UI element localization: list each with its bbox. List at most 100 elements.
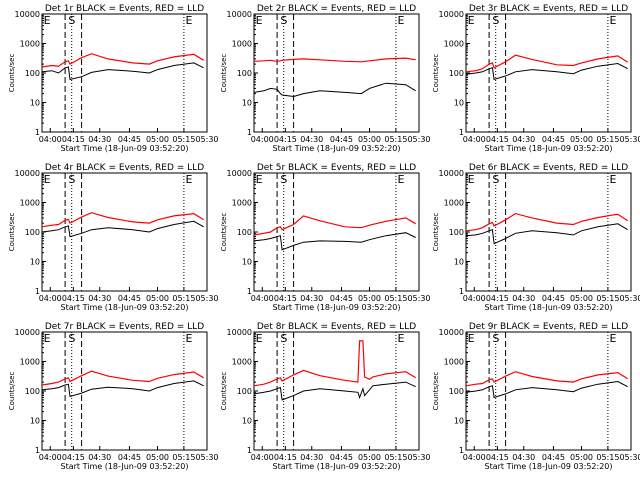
- plot-frame: [253, 331, 420, 451]
- y-tick-label: 1: [459, 128, 464, 137]
- event-marker-label: S: [492, 14, 499, 27]
- chart-panel-9: Det 9r BLACK = Events, RED = LLD 1 10 100 10…: [432, 322, 640, 471]
- x-tick-label: 04:15: [486, 135, 509, 144]
- y-tick-label: 1000: [444, 358, 464, 367]
- lld-series-line: [465, 371, 629, 387]
- events-series-line: [465, 223, 628, 245]
- lld-series-line: [253, 340, 417, 387]
- x-tick-label: 05:15: [172, 294, 195, 303]
- event-marker-label: S: [280, 332, 287, 345]
- event-marker-label: S: [280, 14, 287, 27]
- y-axis-label: Counts/sec: [8, 372, 16, 411]
- y-tick-label: 100: [25, 228, 40, 237]
- event-marker-label: E: [186, 173, 193, 186]
- plot-frame: [465, 13, 632, 133]
- x-tick-label: 04:30: [300, 294, 323, 303]
- x-tick-label: 04:15: [486, 294, 509, 303]
- events-series-line: [41, 220, 204, 238]
- event-marker-label: E: [610, 173, 617, 186]
- y-tick-label: 100: [25, 69, 40, 78]
- event-marker-label: E: [256, 14, 263, 27]
- x-tick-label: 04:15: [274, 453, 297, 462]
- y-tick-label: 10: [30, 258, 40, 267]
- x-tick-label: 04:45: [330, 294, 353, 303]
- x-tick-label: 04:30: [512, 453, 535, 462]
- y-tick-label: 1: [35, 287, 40, 296]
- y-tick-label: 10: [242, 99, 252, 108]
- x-tick-label: 05:15: [384, 135, 407, 144]
- x-tick-label: 05:30: [407, 294, 430, 303]
- x-tick-label: 05:00: [570, 453, 593, 462]
- event-marker-label: E: [468, 332, 475, 345]
- x-tick-label: 04:45: [118, 453, 141, 462]
- lld-series-line: [465, 54, 629, 73]
- y-tick-label: 100: [237, 228, 252, 237]
- x-tick-label: 04:45: [330, 453, 353, 462]
- y-tick-label: 10: [242, 417, 252, 426]
- events-series-line: [253, 82, 416, 98]
- x-tick-label: 04:00: [463, 294, 486, 303]
- x-tick-label: 04:30: [88, 294, 111, 303]
- y-tick-label: 1: [35, 128, 40, 137]
- x-tick-label: 04:30: [512, 294, 535, 303]
- x-tick-label: 04:00: [463, 135, 486, 144]
- chart-panel-5: Det 5r BLACK = Events, RED = LLD 1 10 100 10…: [220, 163, 431, 312]
- y-tick-label: 10000: [439, 328, 464, 337]
- event-marker-label: E: [610, 14, 617, 27]
- y-tick-label: 1000: [444, 199, 464, 208]
- y-tick-label: 1000: [232, 199, 252, 208]
- x-tick-label: 05:30: [407, 135, 430, 144]
- y-tick-label: 10: [454, 417, 464, 426]
- x-tick-label: 05:00: [146, 294, 169, 303]
- x-tick-label: 05:30: [619, 135, 640, 144]
- chart-panel-2: Det 2r BLACK = Events, RED = LLD 1 10 100 10…: [220, 4, 431, 153]
- x-axis-label: Start Time (18-Jun-09 03:52:20): [61, 144, 189, 153]
- y-axis-label: Counts/sec: [432, 54, 440, 93]
- y-tick-label: 100: [25, 387, 40, 396]
- x-axis-label: Start Time (18-Jun-09 03:52:20): [485, 462, 613, 471]
- x-tick-label: 04:00: [39, 453, 62, 462]
- x-tick-label: 04:15: [62, 135, 85, 144]
- y-axis-label: Counts/sec: [432, 213, 440, 252]
- x-tick-label: 04:00: [251, 453, 274, 462]
- plot-frame: [465, 331, 632, 451]
- x-tick-label: 05:00: [146, 135, 169, 144]
- x-tick-label: 04:45: [542, 453, 565, 462]
- x-tick-label: 04:15: [62, 294, 85, 303]
- y-tick-label: 1: [459, 287, 464, 296]
- lld-series-line: [41, 53, 205, 68]
- x-tick-label: 04:30: [88, 453, 111, 462]
- y-tick-label: 1000: [20, 358, 40, 367]
- y-axis-label: Counts/sec: [220, 54, 228, 93]
- lld-series-line: [465, 212, 629, 232]
- y-axis-label: Counts/sec: [8, 213, 16, 252]
- x-tick-label: 04:30: [512, 135, 535, 144]
- y-tick-label: 10: [30, 99, 40, 108]
- y-tick-label: 10000: [15, 169, 40, 178]
- y-axis-label: Counts/sec: [8, 54, 16, 93]
- x-tick-label: 05:30: [195, 135, 218, 144]
- y-tick-label: 10: [454, 99, 464, 108]
- events-series-line: [41, 62, 204, 81]
- x-tick-label: 04:30: [88, 135, 111, 144]
- event-marker-label: S: [492, 173, 499, 186]
- event-marker-label: E: [468, 14, 475, 27]
- x-tick-label: 05:15: [596, 294, 619, 303]
- chart-title: Det 9r BLACK = Events, RED = LLD: [469, 322, 628, 332]
- lld-series-line: [41, 370, 205, 386]
- y-tick-label: 10000: [227, 10, 252, 19]
- plot-frame: [253, 13, 420, 133]
- y-tick-label: 100: [237, 69, 252, 78]
- x-tick-label: 04:00: [251, 135, 274, 144]
- chart-panel-7: Det 7r BLACK = Events, RED = LLD 1 10 100 10…: [8, 322, 219, 471]
- event-marker-label: E: [398, 14, 405, 27]
- events-series-line: [253, 381, 416, 401]
- event-marker-label: S: [492, 332, 499, 345]
- y-tick-label: 10000: [227, 328, 252, 337]
- x-tick-label: 05:15: [596, 135, 619, 144]
- event-marker-label: E: [186, 332, 193, 345]
- event-marker-label: E: [256, 173, 263, 186]
- chart-panel-3: Det 3r BLACK = Events, RED = LLD 1 10 100 10…: [432, 4, 640, 153]
- x-axis-label: Start Time (18-Jun-09 03:52:20): [61, 462, 189, 471]
- x-tick-label: 05:15: [596, 453, 619, 462]
